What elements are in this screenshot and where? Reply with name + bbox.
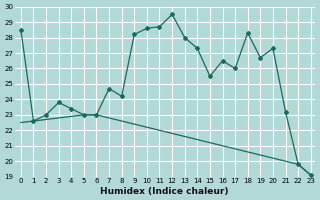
X-axis label: Humidex (Indice chaleur): Humidex (Indice chaleur) xyxy=(100,187,229,196)
